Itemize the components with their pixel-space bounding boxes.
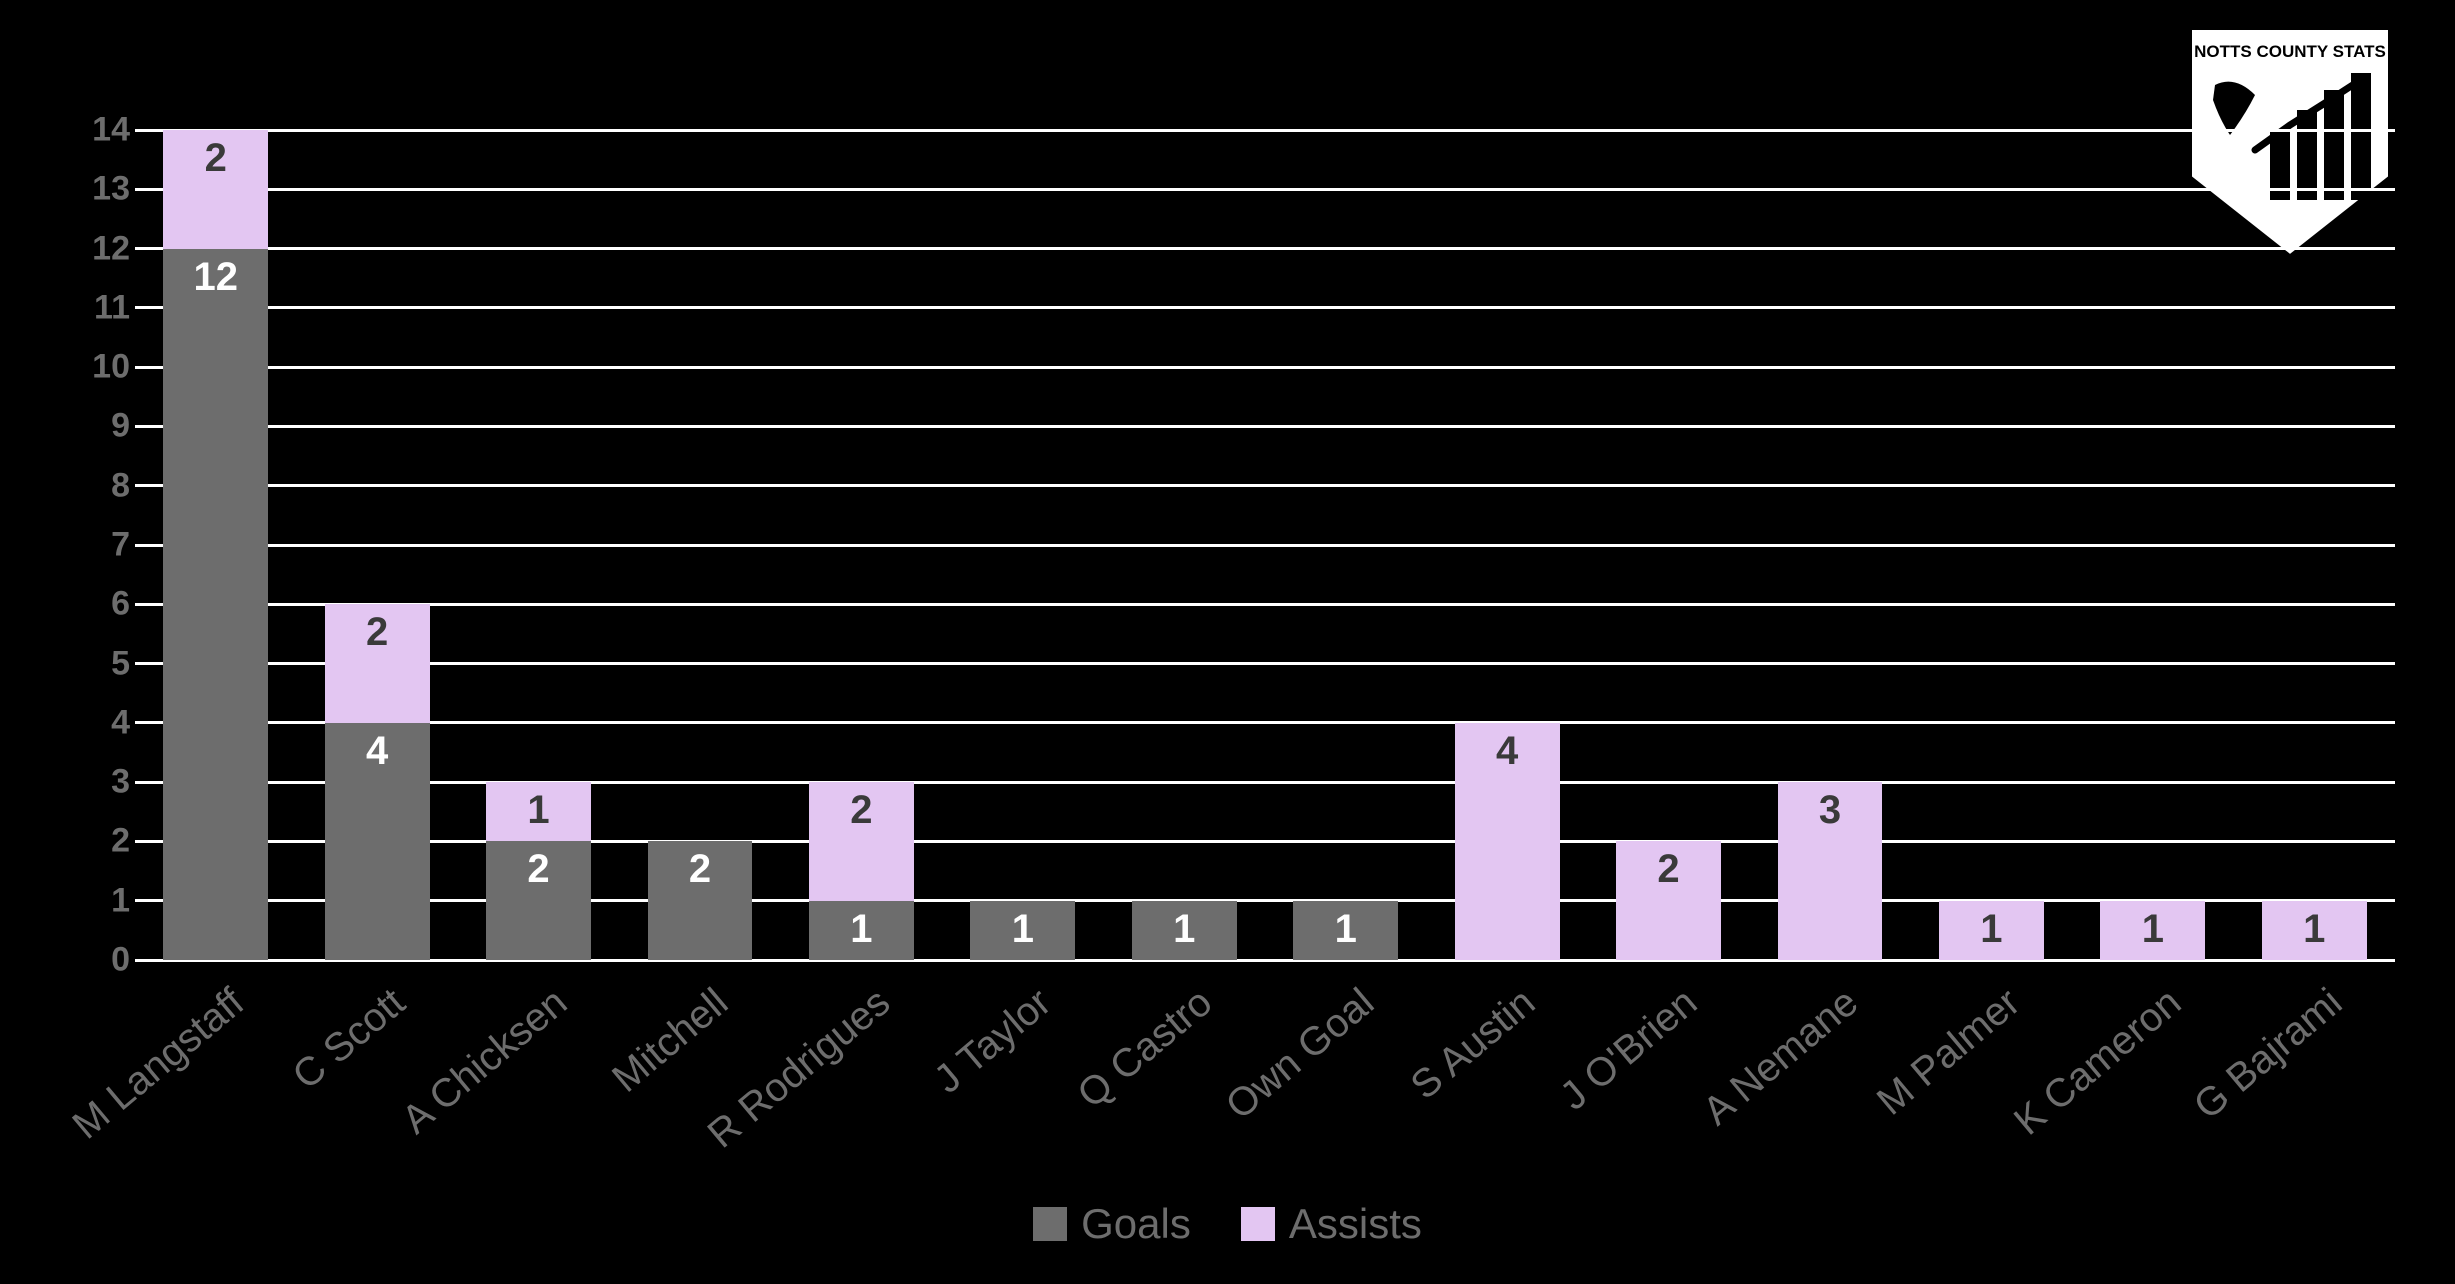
bar-value-label: 2 <box>689 841 711 892</box>
x-tick-label: A Nemane <box>1695 980 1867 1135</box>
y-tick-label: 2 <box>75 822 130 861</box>
x-tick-label: Own Goal <box>1218 980 1383 1129</box>
y-tick-label: 9 <box>75 407 130 446</box>
bar-segment-assists: 2 <box>163 130 268 249</box>
y-tick-label: 6 <box>75 585 130 624</box>
x-tick-label: C Scott <box>285 980 414 1099</box>
x-tick-label: M Langstaff <box>64 980 252 1148</box>
legend-item-goals: Goals <box>1033 1200 1191 1248</box>
y-tick-label: 14 <box>75 111 130 150</box>
bar-value-label: 1 <box>1173 901 1195 952</box>
bar-segment-goals: 2 <box>486 841 591 960</box>
y-tick-label: 7 <box>75 526 130 565</box>
bar-value-label: 1 <box>527 782 549 833</box>
bar-segment-assists: 1 <box>2100 901 2205 960</box>
bar-segment-assists: 3 <box>1778 782 1883 960</box>
y-tick-label: 8 <box>75 466 130 505</box>
y-tick-label: 4 <box>75 703 130 742</box>
bar-value-label: 4 <box>366 723 388 774</box>
bar-value-label: 2 <box>527 841 549 892</box>
bar-segment-assists: 1 <box>486 782 591 841</box>
bars-container: 1224221212111423111 <box>135 130 2395 960</box>
x-tick-label: S Austin <box>1403 980 1544 1109</box>
bar-segment-assists: 2 <box>1616 841 1721 960</box>
legend-item-assists: Assists <box>1241 1200 1422 1248</box>
bar-segment-assists: 4 <box>1455 723 1560 960</box>
bar-value-label: 12 <box>193 249 238 300</box>
bar-segment-goals: 1 <box>1293 901 1398 960</box>
y-tick-label: 0 <box>75 941 130 980</box>
y-tick-label: 12 <box>75 229 130 268</box>
bar-segment-goals: 1 <box>970 901 1075 960</box>
y-tick-label: 3 <box>75 763 130 802</box>
bar-value-label: 1 <box>1980 901 2002 952</box>
bar-value-label: 1 <box>1335 901 1357 952</box>
x-tick-label: A Chicksen <box>393 980 575 1143</box>
bar-segment-goals: 4 <box>325 723 430 960</box>
x-tick-label: J O'Brien <box>1552 980 1706 1119</box>
bar-value-label: 2 <box>205 130 227 181</box>
bar-value-label: 1 <box>2303 901 2325 952</box>
bar-value-label: 1 <box>2142 901 2164 952</box>
bar-segment-goals: 1 <box>809 901 914 960</box>
bar-value-label: 3 <box>1819 782 1841 833</box>
logo-text: NOTTS COUNTY STATS <box>2194 42 2386 61</box>
bar-segment-assists: 2 <box>325 604 430 723</box>
bar-value-label: 4 <box>1496 723 1518 774</box>
x-tick-label: M Palmer <box>1868 980 2028 1124</box>
bar-value-label: 1 <box>1012 901 1034 952</box>
y-tick-label: 5 <box>75 644 130 683</box>
bar-value-label: 1 <box>850 901 872 952</box>
y-tick-label: 13 <box>75 170 130 209</box>
bar-value-label: 2 <box>1657 841 1679 892</box>
x-tick-label: Q Castro <box>1070 980 1222 1117</box>
x-tick-label: K Cameron <box>2006 980 2190 1145</box>
y-tick-label: 10 <box>75 348 130 387</box>
legend: Goals Assists <box>0 1200 2455 1248</box>
bar-segment-assists: 1 <box>1939 901 2044 960</box>
x-tick-label: J Taylor <box>926 980 1060 1103</box>
bar-value-label: 2 <box>366 604 388 655</box>
y-tick-label: 11 <box>75 288 130 327</box>
bar-segment-assists: 1 <box>2262 901 2367 960</box>
legend-swatch <box>1241 1207 1275 1241</box>
bar-segment-goals: 2 <box>648 841 753 960</box>
x-tick-label: G Bajrami <box>2186 980 2351 1129</box>
legend-swatch <box>1033 1207 1067 1241</box>
bar-segment-goals: 1 <box>1132 901 1237 960</box>
bar-segment-goals: 12 <box>163 249 268 960</box>
legend-label: Goals <box>1081 1200 1191 1248</box>
chart: 01234567891011121314 1224221212111423111 <box>75 130 2395 960</box>
bar-segment-assists: 2 <box>809 782 914 901</box>
bar-value-label: 2 <box>850 782 872 833</box>
x-tick-label: Mitchell <box>604 980 737 1102</box>
legend-label: Assists <box>1289 1200 1422 1248</box>
y-tick-label: 1 <box>75 881 130 920</box>
